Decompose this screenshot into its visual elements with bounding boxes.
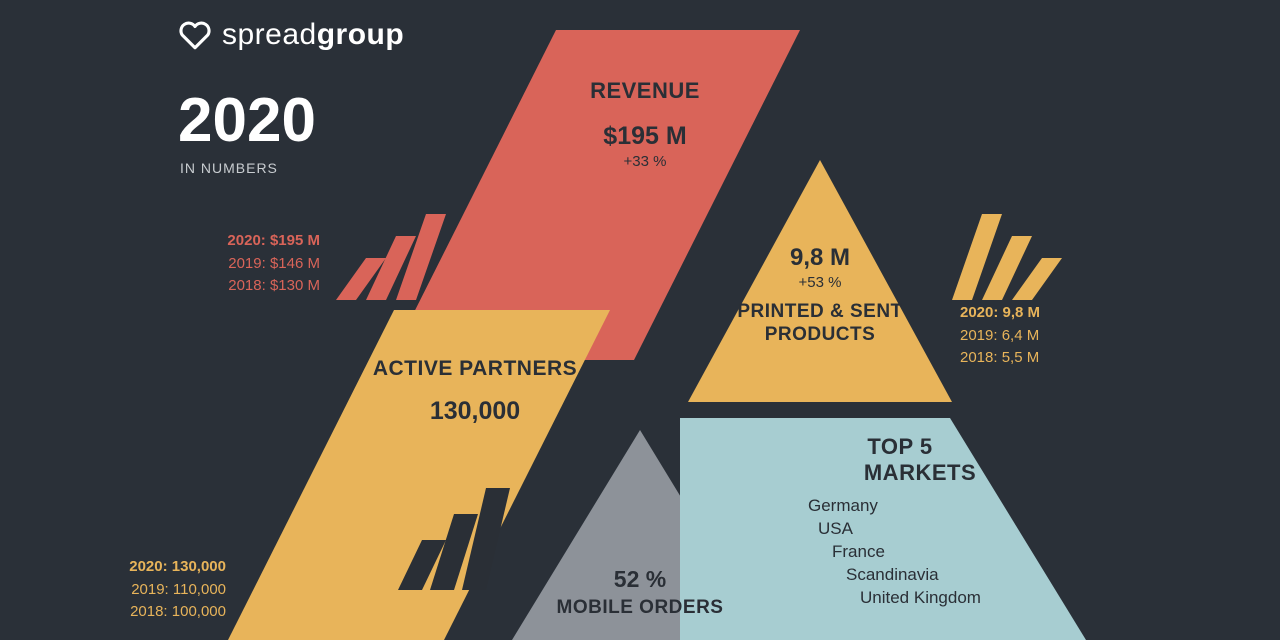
products-delta: +53 % [700,274,940,291]
history-row: 2019: 6,4 M [960,325,1040,348]
partners-block: ACTIVE PARTNERS 130,000 [360,356,590,426]
history-row: 2020: $195 M [227,230,320,253]
revenue-title: REVENUE [540,78,750,104]
mobile-value: 52 % [540,566,740,593]
history-row: 2018: 5,5 M [960,347,1040,370]
heart-icon [178,18,212,52]
brand-text: spreadgroup [222,18,404,52]
revenue-value: $195 M [540,122,750,151]
brand-bold: group [317,18,404,51]
markets-title-l2: MARKETS [864,460,976,485]
mobile-title: MOBILE ORDERS [540,597,740,620]
markets-block: TOP 5 MARKETS GermanyUSAFranceScandinavi… [760,434,1040,609]
revenue-history: 2020: $195 M2019: $146 M2018: $130 M [227,230,320,298]
infographic-stage: spreadgroup 2020 IN NUMBERS 2020: $195 M… [0,0,1280,640]
markets-list: GermanyUSAFranceScandinaviaUnited Kingdo… [808,495,1040,610]
products-value: 9,8 M [700,244,940,272]
brand-light: spread [222,18,317,51]
market-item: Germany [808,495,1040,518]
market-item: USA [818,518,1040,541]
markets-title-l1: TOP 5 [867,434,932,459]
partners-value: 130,000 [360,397,590,426]
market-item: United Kingdom [860,587,1040,610]
history-row: 2019: $146 M [227,253,320,276]
market-item: Scandinavia [846,564,1040,587]
markets-title: TOP 5 MARKETS [760,434,1040,487]
brand-logo: spreadgroup [178,18,404,52]
mobile-block: 52 % MOBILE ORDERS [540,566,740,620]
history-row: 2020: 130,000 [129,556,226,579]
history-row: 2018: 100,000 [129,601,226,624]
partners-history: 2020: 130,0002019: 110,0002018: 100,000 [129,556,226,624]
market-item: France [832,541,1040,564]
products-history: 2020: 9,8 M2019: 6,4 M2018: 5,5 M [960,302,1040,370]
history-row: 2019: 110,000 [129,579,226,602]
partners-title: ACTIVE PARTNERS [360,356,590,381]
year-heading: 2020 [178,90,316,152]
products-block: 9,8 M +53 % PRINTED & SENT PRODUCTS [700,244,940,347]
history-row: 2020: 9,8 M [960,302,1040,325]
products-title: PRINTED & SENT PRODUCTS [700,301,940,347]
revenue-block: REVENUE $195 M +33 % [540,78,750,170]
history-row: 2018: $130 M [227,275,320,298]
year-subtitle: IN NUMBERS [180,160,278,176]
revenue-delta: +33 % [540,153,750,170]
